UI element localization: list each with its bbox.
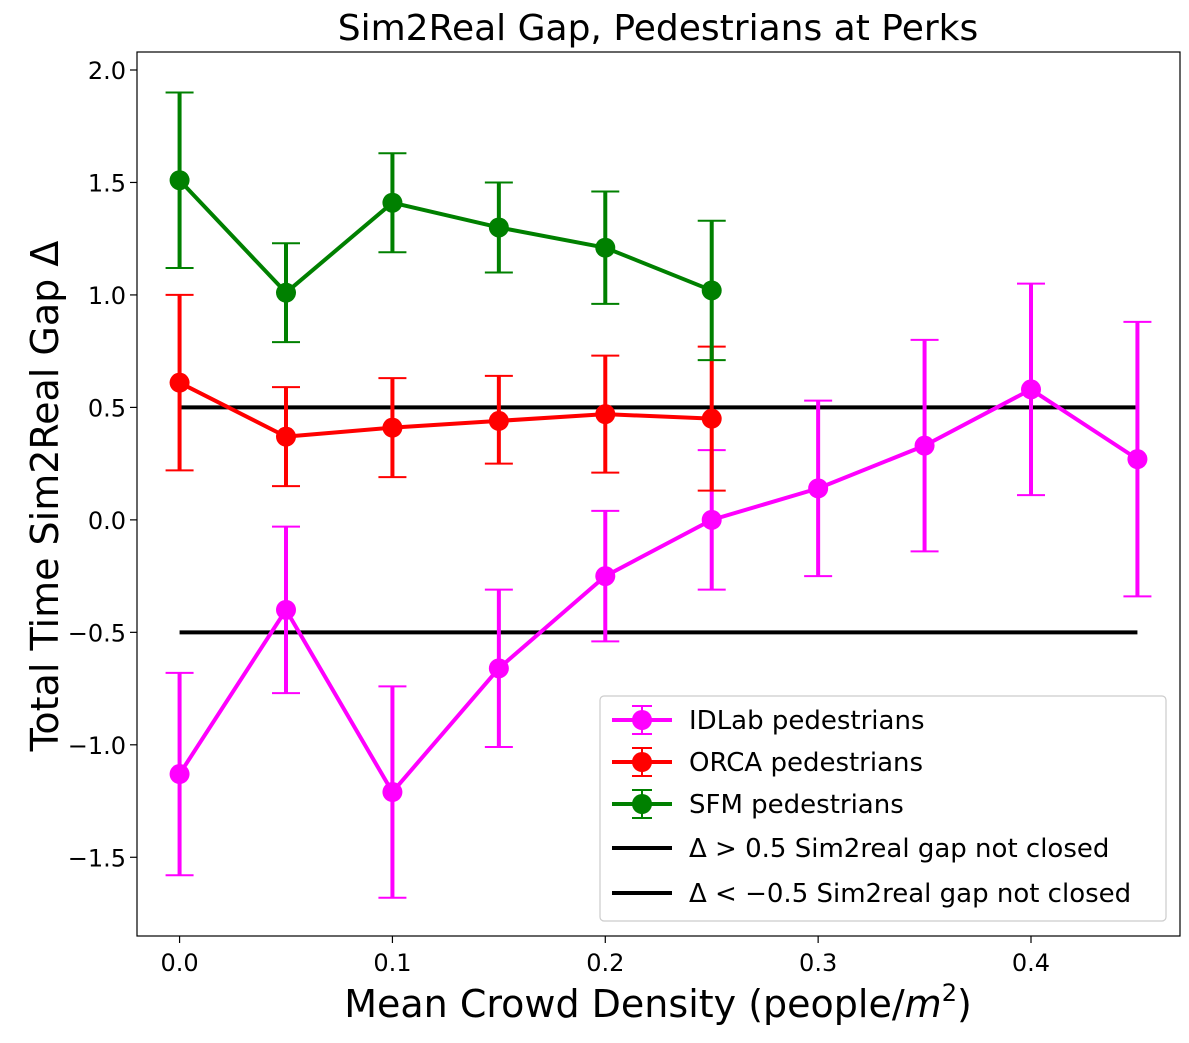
y-tick-label: 0.5 [88, 394, 126, 422]
x-axis-label-unit: m [905, 982, 942, 1026]
idlab-data-point [701, 509, 722, 530]
orca-legend-label: ORCA pedestrians [689, 748, 923, 778]
sfm-legend-marker [632, 794, 652, 814]
orca-data-point [276, 426, 296, 447]
x-tick-label: 0.3 [799, 949, 837, 977]
plot-frame [136, 51, 1181, 937]
idlab-data-point [169, 764, 190, 785]
orca-data-point [488, 410, 509, 431]
sfm-data-point [595, 237, 616, 258]
plot-area [165, 91, 1152, 899]
idlab-data-point [1021, 379, 1041, 400]
chart-title: Sim2Real Gap, Pedestrians at Perks [338, 8, 979, 49]
x-axis-label-exponent: 2 [942, 979, 957, 1007]
sfm-legend-label: SFM pedestrians [689, 790, 904, 820]
x-tick-label: 0.0 [160, 949, 198, 977]
orca-data-point [701, 408, 722, 429]
x-axis: 0.0 0.1 0.2 0.3 0.4 [160, 936, 1050, 977]
y-tick-label: −0.5 [68, 619, 126, 647]
idlab-data-point [382, 782, 403, 803]
y-tick-label: 1.5 [88, 169, 126, 197]
sfm-data-point [488, 217, 509, 238]
idlab-data-point [808, 478, 829, 499]
threshold-legend-condition: Δ > 0.5 [689, 834, 786, 864]
orca-data-point [169, 372, 190, 393]
idlab-series-line [177, 387, 1139, 795]
idlab-data-point [595, 566, 616, 587]
sfm-series-line [178, 178, 713, 295]
y-tick-label: 2.0 [88, 57, 126, 85]
y-tick-label: 1.0 [88, 282, 126, 310]
sfm-data-point [169, 170, 190, 191]
legend-box [599, 695, 1167, 922]
x-axis-label-text: Mean Crowd Density (people/ [344, 982, 905, 1026]
orca-series-line [178, 380, 712, 439]
orca-legend-marker [632, 752, 652, 772]
idlab-data-point [488, 658, 509, 679]
y-axis: −1.5 −1.0 −0.5 0.0 0.5 1.0 1.5 2.0 [68, 57, 137, 872]
idlab-data-point [914, 435, 935, 456]
threshold-legend-condition: Δ < −0.5 [689, 879, 808, 909]
threshold-legend-text: Sim2real gap not closed [786, 834, 1109, 864]
y-axis-label: Total Time Sim2Real Gap Δ [23, 241, 67, 753]
sfm-data-point [701, 280, 722, 301]
sfm-data-point [382, 192, 403, 213]
sfm-data-point [276, 282, 296, 303]
x-tick-label: 0.1 [373, 949, 411, 977]
x-tick-label: 0.4 [1012, 949, 1050, 977]
orca-data-point [382, 417, 403, 438]
x-axis-label-close: ) [957, 982, 972, 1026]
x-axis-label: Mean Crowd Density (people/m2) [344, 979, 972, 1026]
x-tick-label: 0.2 [586, 949, 624, 977]
threshold-legend-text: Sim2real gap not closed [808, 879, 1131, 909]
idlab-legend-label: IDLab pedestrians [689, 706, 925, 736]
idlab-legend-marker [632, 710, 652, 730]
y-tick-label: 0.0 [88, 507, 126, 535]
orca-data-point [595, 404, 616, 425]
threshold-legend-label: Δ > 0.5 Sim2real gap not closed [689, 834, 1109, 864]
idlab-data-point [276, 599, 296, 620]
idlab-data-point [1127, 449, 1148, 470]
y-tick-label: −1.5 [68, 844, 126, 872]
y-tick-label: −1.0 [68, 732, 126, 760]
threshold-legend-label: Δ < −0.5 Sim2real gap not closed [689, 879, 1131, 909]
legend: IDLab pedestrians ORCA pedestrians SFM ped… [599, 695, 1167, 922]
